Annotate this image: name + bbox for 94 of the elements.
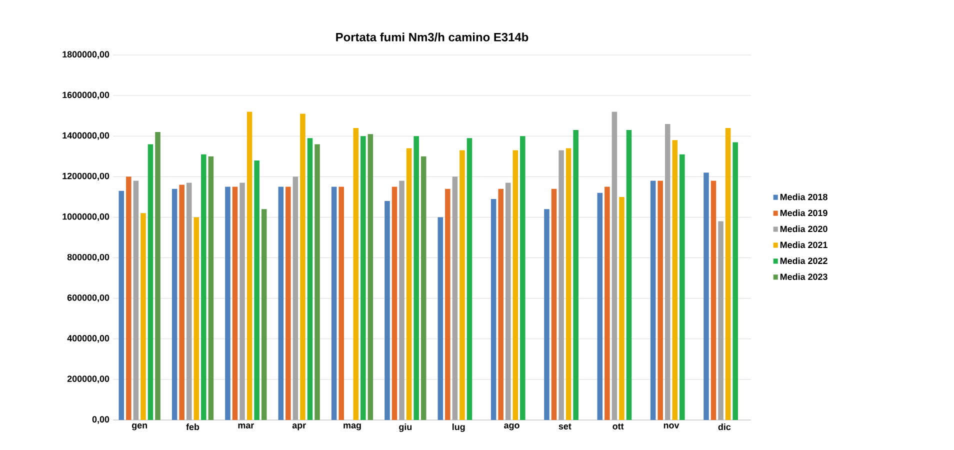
legend-label: Media 2018: [780, 194, 828, 200]
x-tick-label: set: [558, 424, 572, 430]
bar: [399, 180, 404, 420]
y-tick-label: 1000000,00: [62, 213, 110, 222]
y-tick-label: 600000,00: [67, 294, 110, 302]
x-tick-label: lug: [452, 424, 465, 432]
bar: [505, 182, 511, 420]
bar: [353, 128, 359, 420]
legend-label: Media 2022: [780, 257, 828, 264]
bar: [672, 140, 678, 420]
bar: [240, 182, 245, 420]
bar: [664, 124, 670, 420]
bar: [704, 172, 709, 420]
bar: [573, 130, 578, 420]
bar: [718, 221, 724, 420]
bar: [155, 132, 160, 420]
bar: [658, 180, 663, 420]
bar: [194, 217, 200, 420]
y-tick-label: 1200000,00: [62, 172, 110, 180]
bar: [314, 144, 320, 420]
bar: [232, 186, 238, 420]
bar: [201, 154, 206, 420]
bar: [544, 209, 550, 420]
y-tick-label: 1600000,00: [62, 92, 110, 100]
bar: [286, 186, 291, 420]
bar: [148, 144, 154, 420]
bar: [140, 213, 146, 420]
bar: [186, 182, 192, 420]
bar: [612, 112, 618, 420]
x-tick-label: gen: [132, 424, 147, 430]
bar: [551, 188, 557, 420]
x-tick-label: feb: [186, 424, 200, 430]
bar: [438, 217, 444, 420]
bar: [384, 201, 390, 420]
bar: [368, 134, 374, 420]
bar: [225, 186, 230, 420]
bar: [710, 180, 716, 420]
bar: [331, 186, 337, 420]
y-tick-label: 200000,00: [67, 376, 110, 384]
bar: [725, 128, 731, 420]
bar: [172, 188, 178, 420]
bar: [490, 198, 496, 420]
legend-label: Media 2019: [780, 210, 828, 216]
bar: [254, 160, 260, 420]
bar: [460, 150, 465, 420]
bar: [338, 186, 344, 420]
chart-title: Portata fumi Nm3/h camino E314b: [336, 32, 528, 42]
bar: [626, 130, 632, 420]
bar: [414, 136, 419, 420]
x-tick-label: dic: [718, 424, 731, 430]
bar: [680, 154, 685, 420]
x-tick-label: mag: [344, 424, 361, 430]
bar: [650, 180, 656, 420]
bar: [278, 186, 284, 420]
x-tick-label: giu: [399, 424, 412, 432]
bar: [133, 180, 139, 420]
x-tick-label: nov: [664, 424, 680, 428]
legend-label: Media 2023: [780, 273, 828, 280]
bar: [420, 156, 426, 420]
bar: [466, 138, 472, 420]
bar: [126, 176, 132, 420]
bar: [597, 192, 603, 420]
bar: [300, 114, 306, 420]
y-tick-label: 1800000,00: [62, 51, 110, 59]
y-tick-label: 1400000,00: [62, 132, 110, 140]
y-tick-label: 400000,00: [67, 335, 110, 343]
bar: [520, 136, 526, 420]
bar: [445, 188, 450, 420]
bar: [246, 112, 252, 420]
bar: [118, 190, 124, 420]
x-tick-label: ott: [612, 424, 624, 430]
x-tick-label: ago: [504, 424, 520, 430]
y-tick-label: 800000,00: [67, 254, 110, 262]
bar: [604, 186, 610, 420]
bar: [292, 176, 298, 420]
bar: [261, 209, 267, 420]
bar: [360, 136, 366, 420]
bar: [179, 184, 184, 420]
y-tick-label: 0,00: [92, 416, 110, 424]
bar: [406, 148, 412, 420]
x-tick-label: mar: [238, 424, 254, 428]
bar: [208, 156, 214, 420]
bar: [392, 186, 398, 420]
x-tick-label: apr: [292, 424, 306, 430]
bar: [566, 148, 572, 420]
legend-label: Media 2021: [780, 241, 828, 248]
bar: [732, 142, 738, 420]
legend-label: Media 2020: [780, 226, 828, 232]
bar: [558, 150, 564, 420]
bar: [498, 188, 504, 420]
bar: [512, 150, 518, 420]
bar: [452, 176, 458, 420]
bar: [619, 196, 624, 420]
bar: [307, 138, 313, 420]
